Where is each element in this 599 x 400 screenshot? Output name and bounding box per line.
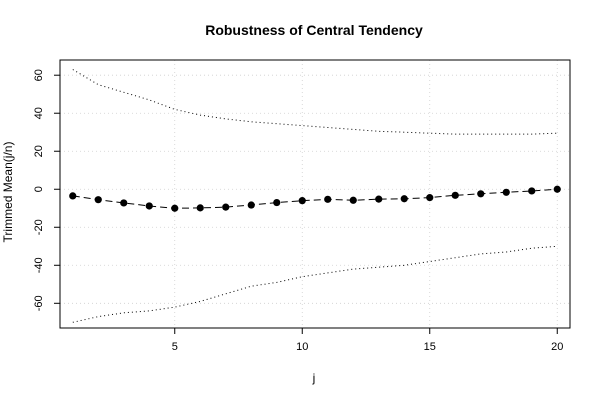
y-tick-label: 20 — [33, 145, 45, 157]
data-point — [553, 185, 561, 193]
upper-bound-line — [72, 69, 558, 135]
data-point — [375, 195, 383, 203]
data-point — [145, 202, 153, 210]
y-tick-label: -20 — [33, 219, 45, 235]
series-layer — [69, 69, 561, 323]
data-point — [451, 191, 459, 199]
data-point — [400, 195, 408, 203]
data-point — [273, 198, 281, 207]
x-axis-label: j — [312, 371, 316, 385]
y-tick-label: -60 — [33, 295, 45, 311]
y-tick-label: 0 — [33, 186, 45, 192]
y-axis-label: Trimmed Mean(j/n) — [1, 142, 15, 243]
data-point — [298, 197, 306, 205]
axes: 5 10 15 20 -60 -40 -20 0 20 40 60 — [33, 69, 563, 353]
lower-bound-line — [72, 245, 558, 323]
x-tick-label: 15 — [424, 341, 436, 353]
data-point — [349, 196, 357, 204]
data-point — [171, 204, 179, 212]
y-tick-label: 40 — [33, 107, 45, 119]
y-tick-label: 60 — [33, 69, 45, 81]
data-point — [324, 195, 332, 203]
data-point — [94, 196, 102, 204]
data-point — [528, 187, 536, 195]
y-tick-label: -40 — [33, 257, 45, 273]
data-point — [426, 194, 434, 202]
data-point — [477, 190, 485, 198]
grid — [60, 60, 570, 328]
trimmed-mean-line — [72, 188, 558, 209]
data-point — [120, 199, 128, 207]
data-point — [69, 192, 77, 200]
data-point — [502, 188, 510, 196]
data-point — [222, 203, 230, 211]
x-tick-label: 5 — [172, 341, 178, 353]
plot-frame — [59, 59, 571, 329]
data-point — [247, 201, 255, 209]
x-tick-label: 20 — [551, 341, 563, 353]
x-tick-label: 10 — [296, 341, 308, 353]
chart-title: Robustness of Central Tendency — [205, 22, 423, 38]
data-point — [196, 204, 204, 212]
